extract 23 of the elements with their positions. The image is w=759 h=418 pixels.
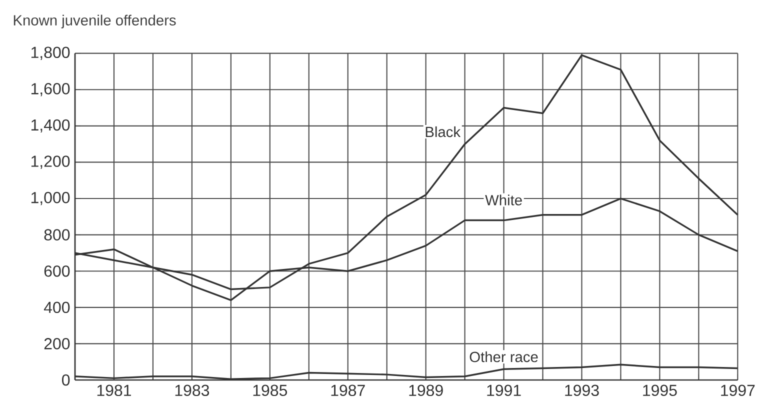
- y-tick-label: 0: [62, 374, 70, 386]
- y-tick-label: 600: [44, 265, 70, 277]
- y-tick-label: 1,200: [31, 156, 70, 169]
- series-label: White: [485, 194, 522, 206]
- x-tick-label: 1981: [97, 384, 131, 396]
- x-tick-label: 1993: [565, 384, 599, 396]
- y-axis-title: Known juvenile offenders: [14, 14, 176, 28]
- x-tick-label: 1987: [331, 384, 365, 396]
- y-tick-label: 400: [44, 302, 70, 314]
- y-tick-label: 200: [44, 338, 70, 350]
- y-tick-label: 1,400: [31, 119, 70, 133]
- y-tick-label: 1,800: [31, 46, 70, 60]
- series-label: Other race: [470, 351, 538, 362]
- x-tick-label: 1989: [409, 384, 443, 396]
- x-tick-label: 1997: [721, 384, 755, 396]
- y-tick-label: 800: [44, 229, 70, 240]
- x-tick-label: 1983: [175, 384, 210, 396]
- series-label: Black: [426, 126, 461, 138]
- y-tick-label: 1,000: [31, 192, 70, 206]
- y-tick-label: 1,600: [31, 83, 70, 96]
- x-tick-label: 1991: [487, 384, 521, 396]
- x-tick-label: 1985: [253, 384, 288, 396]
- x-tick-label: 1995: [643, 384, 677, 396]
